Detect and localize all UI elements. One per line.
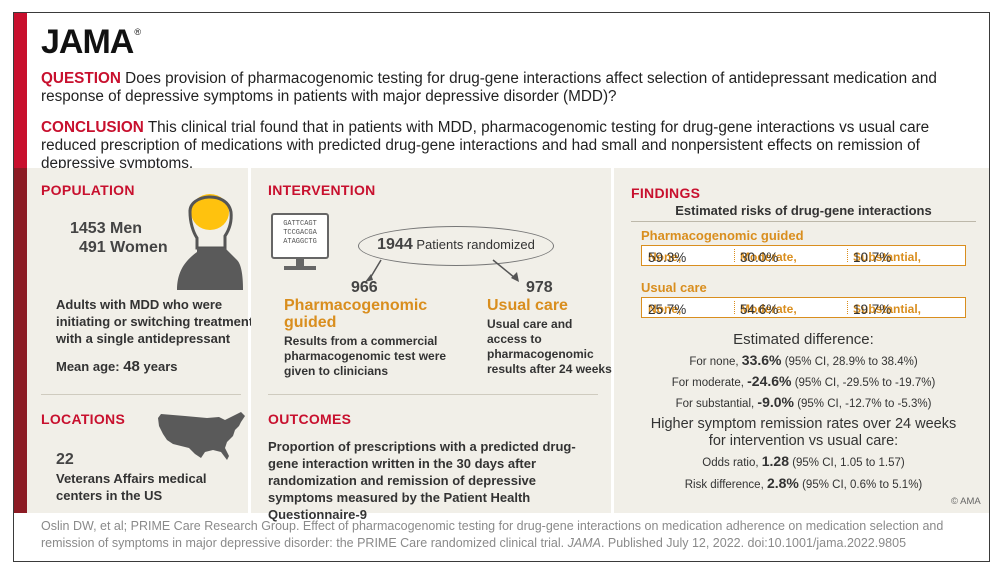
diff-title: Estimated difference: xyxy=(733,331,874,348)
women-stat: 491 Women xyxy=(79,239,168,256)
arm1-count: 966 xyxy=(351,279,378,296)
arm2-count: 978 xyxy=(526,279,553,296)
citation: Oslin DW, et al; PRIME Care Research Gro… xyxy=(41,519,944,550)
intervention-panel: INTERVENTION GATTCAGT TCCGACGA ATAGGCTG … xyxy=(251,168,612,522)
computer-dna-icon: GATTCAGT TCCGACGA ATAGGCTG xyxy=(271,213,331,273)
men-stat: 1453 Men xyxy=(70,220,143,237)
divider xyxy=(41,394,241,395)
population-desc: Adults with MDD who were initiating or s… xyxy=(56,297,254,346)
mean-age: Mean age: 48 years xyxy=(56,358,178,375)
remission-stats: Odds ratio, 1.28 (95% CI, 1.05 to 1.57) … xyxy=(631,451,976,495)
copyright: © AMA xyxy=(951,496,981,507)
randomization-arrows xyxy=(365,259,519,282)
us-map-icon xyxy=(158,412,245,460)
conclusion-label: CONCLUSION xyxy=(41,119,144,136)
arm1-desc: Results from a commercial pharmacogenomi… xyxy=(284,334,447,378)
divider xyxy=(268,394,598,395)
population-title: POPULATION xyxy=(41,182,135,198)
findings-title: FINDINGS xyxy=(631,185,701,201)
diff-substantial: For substantial, -9.0% (95% CI, -12.7% t… xyxy=(675,394,932,410)
question-block: QUESTION Does provision of pharmacogenom… xyxy=(41,70,981,106)
arm1-name: Pharmacogenomic guided xyxy=(284,297,428,331)
group1-name: Pharmacogenomic guided xyxy=(641,228,804,243)
visual-abstract: JAMA® QUESTION Does provision of pharmac… xyxy=(13,12,990,562)
conclusion-text: This clinical trial found that in patien… xyxy=(41,119,930,172)
divider xyxy=(631,221,976,222)
intervention-title: INTERVENTION xyxy=(268,182,376,198)
randomized-label: 1944 Patients randomized xyxy=(377,236,535,253)
jama-logo: JAMA® xyxy=(41,23,141,61)
question-label: QUESTION xyxy=(41,70,121,87)
diff-moderate: For moderate, -24.6% (95% CI, -29.5% to … xyxy=(671,373,936,389)
person-head-icon xyxy=(177,194,243,290)
diff-none: For none, 33.6% (95% CI, 28.9% to 38.4%) xyxy=(689,352,918,368)
locations-title: LOCATIONS xyxy=(41,411,126,427)
group2-name: Usual care xyxy=(641,280,707,295)
randomized-ellipse xyxy=(358,226,554,266)
locations-count: 22 xyxy=(56,451,74,468)
remission-title: Higher symptom remission rates over 24 w… xyxy=(650,416,957,449)
findings-subtitle: Estimated risks of drug-gene interaction… xyxy=(675,203,932,218)
conclusion-block: CONCLUSION This clinical trial found tha… xyxy=(41,119,986,173)
risk-difference: Risk difference, 2.8% (95% CI, 0.6% to 5… xyxy=(684,475,923,491)
accent-bar-bottom xyxy=(14,168,27,513)
odds-ratio: Odds ratio, 1.28 (95% CI, 1.05 to 1.57) xyxy=(702,453,905,469)
population-panel: POPULATION 1453 Men 491 Women Adults wit… xyxy=(27,168,253,513)
question-text: Does provision of pharmacogenomic testin… xyxy=(41,70,937,105)
arm2-desc: Usual care and access to pharmacogenomic… xyxy=(487,317,612,376)
group2-risks: None, 25.7% Moderate, 54.6% Substantial,… xyxy=(641,297,966,318)
diff-list: For none, 33.6% (95% CI, 28.9% to 38.4%)… xyxy=(631,351,976,414)
outcomes-text: Proportion of prescriptions with a predi… xyxy=(268,439,576,522)
group1-risks: None, 59.3% Moderate, 30.0% Substantial,… xyxy=(641,245,966,266)
locations-desc: Veterans Affairs medical centers in the … xyxy=(56,471,207,503)
findings-panel: FINDINGS Estimated risks of drug-gene in… xyxy=(614,168,989,513)
arm2-name: Usual care xyxy=(487,297,568,314)
accent-bar-top xyxy=(14,13,27,168)
outcomes-title: OUTCOMES xyxy=(268,411,352,427)
